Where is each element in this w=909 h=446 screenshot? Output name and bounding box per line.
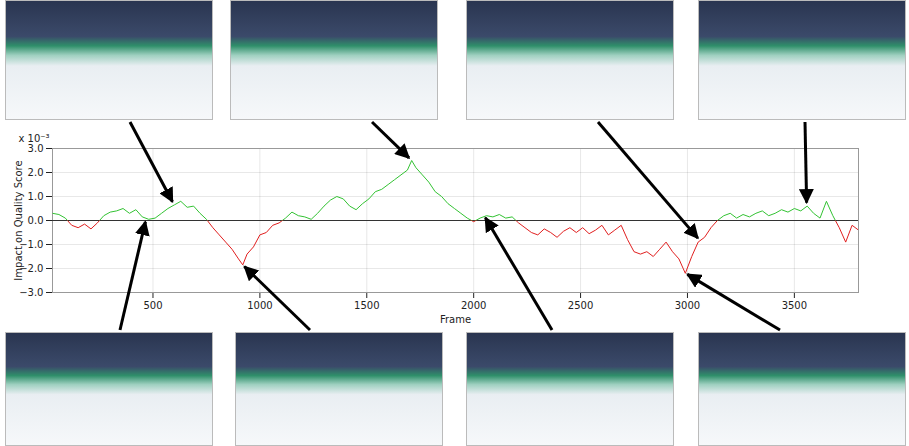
svg-text:2500: 2500 [568,300,593,311]
svg-text:Impact on Quality Score: Impact on Quality Score [13,160,24,280]
svg-text:2000: 2000 [461,300,486,311]
svg-text:−3.0: −3.0 [19,287,43,298]
svg-text:3.0: 3.0 [28,143,44,154]
svg-text:−2.0: −2.0 [19,262,44,274]
svg-text:3500: 3500 [782,300,807,311]
svg-text:2.0: 2.0 [28,167,44,178]
svg-text:0.0: 0.0 [28,215,44,226]
svg-text:x 10⁻³: x 10⁻³ [18,133,49,144]
svg-text:500: 500 [143,300,162,311]
svg-text:−1.0: −1.0 [19,238,44,250]
svg-text:1.0: 1.0 [28,191,44,202]
svg-text:Frame: Frame [440,314,471,325]
svg-text:1500: 1500 [354,300,379,311]
svg-text:1000: 1000 [247,300,272,311]
svg-text:3000: 3000 [675,300,700,311]
